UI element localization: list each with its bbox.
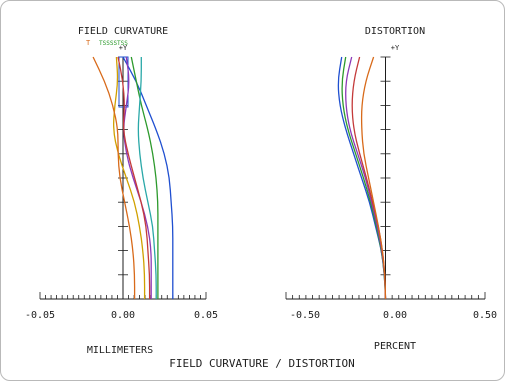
field-curvature-legend-s: TSSSSTSS <box>99 40 128 47</box>
field-curvature-y-label: +Y <box>119 44 128 52</box>
field-curvature-tick-label-center: 0.00 <box>111 310 135 321</box>
field-curvature-curves <box>92 56 174 299</box>
distortion-series-5-line <box>360 56 387 300</box>
field-curvature-tick-label-right: 0.05 <box>194 310 218 321</box>
distortion-tick-label-center: 0.00 <box>383 310 407 321</box>
field-curvature-axes <box>39 56 207 300</box>
distortion-axes <box>285 56 486 300</box>
distortion-tick-label-left: -0.50 <box>290 310 320 321</box>
field-curvature-series-6-line <box>113 56 146 299</box>
field-curvature-series-2-line <box>130 56 159 299</box>
distortion-series-3-line <box>345 56 387 300</box>
field-curvature-series-3-line <box>137 57 157 299</box>
field-curvature-series-7-line <box>92 56 136 299</box>
field-curvature-panel: FIELD CURVATURE T TSSSSTSS +Y -0.05 0.00… <box>25 26 218 356</box>
field-curvature-series-4-line <box>123 56 152 299</box>
figure-caption: FIELD CURVATURE / DISTORTION <box>169 357 354 370</box>
distortion-curves <box>337 56 387 300</box>
field-curvature-series-5-line <box>117 56 151 299</box>
field-curvature-title: FIELD CURVATURE <box>78 26 168 37</box>
distortion-panel: DISTORTION +Y -0.50 0.00 0.50 PERCENT <box>285 26 497 352</box>
field-curvature-legend-t: T <box>86 39 91 47</box>
field-curvature-tick-label-left: -0.05 <box>25 310 55 321</box>
field-curvature-series-1-line <box>122 56 174 299</box>
distortion-title: DISTORTION <box>365 26 425 37</box>
distortion-tick-label-right: 0.50 <box>473 310 497 321</box>
field-curvature-x-label: MILLIMETERS <box>87 345 153 356</box>
distortion-x-label: PERCENT <box>374 341 416 352</box>
distortion-y-label: +Y <box>391 44 400 52</box>
